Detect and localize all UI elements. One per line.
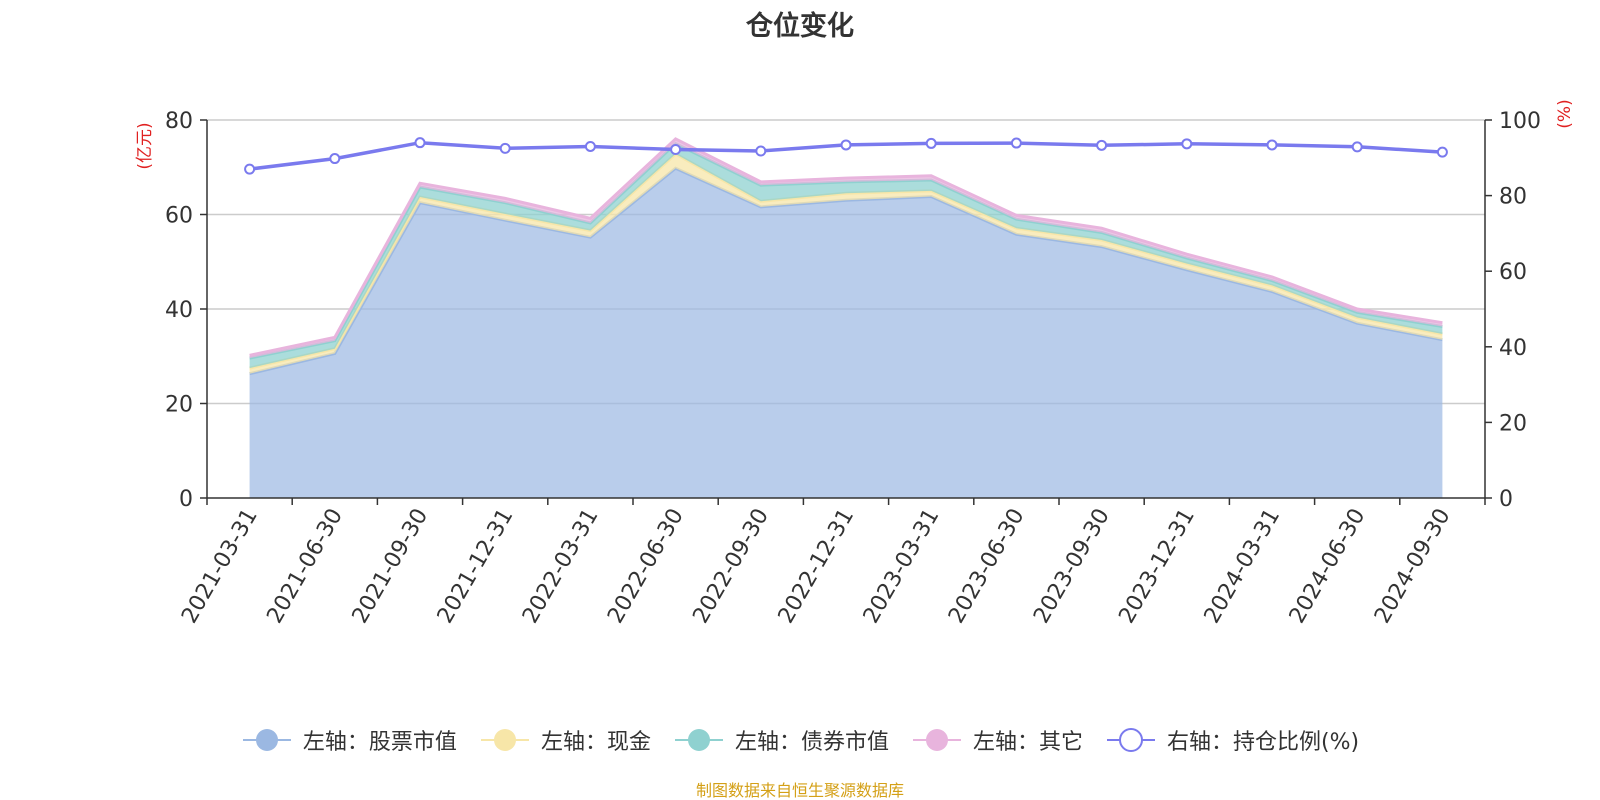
x-axis-tick-label: 2023-03-31 (859, 505, 945, 628)
right-axis-tick-label: 100 (1499, 109, 1541, 134)
ratio-point (755, 145, 767, 157)
ratio-point (499, 142, 511, 154)
ratio-point (1266, 139, 1278, 151)
ratio-point (1096, 139, 1108, 151)
x-axis-tick-label: 2022-06-30 (603, 505, 689, 628)
source-note: 制图数据来自恒生聚源数据库 (695, 781, 904, 800)
filled-circle-icon (480, 729, 529, 751)
area-line-other (249, 137, 1443, 357)
x-axis-tick-label: 2023-09-30 (1029, 505, 1115, 628)
legend-item[interactable]: 左轴：股票市值 (241, 724, 457, 756)
x-axis-tick-label: 2023-12-31 (1114, 505, 1200, 628)
hollow-circle-icon (1106, 728, 1155, 752)
legend-label: 左轴：其它 (972, 730, 1083, 755)
x-axis-tick-label: 2022-09-30 (688, 505, 774, 628)
ratio-point (584, 140, 596, 152)
legend-item[interactable]: 右轴：持仓比例(%) (1105, 724, 1359, 756)
ratio-point (670, 143, 682, 155)
left-axis-tick-label: 40 (165, 298, 193, 323)
right-axis-tick-label: 40 (1499, 336, 1527, 361)
filled-circle-icon (912, 729, 961, 751)
ratio-point (1181, 138, 1193, 150)
x-axis-tick-label: 2021-06-30 (262, 505, 348, 628)
legend-label: 左轴：现金 (540, 730, 651, 755)
right-axis-tick-label: 80 (1499, 185, 1527, 210)
left-axis-unit: (亿元) (135, 122, 155, 169)
legend-label: 右轴：持仓比例(%) (1166, 730, 1360, 755)
legend-item[interactable]: 左轴：现金 (479, 724, 651, 756)
x-axis-tick-label: 2024-09-30 (1370, 505, 1456, 628)
left-axis-tick-label: 60 (165, 204, 193, 229)
left-axis-tick-label: 20 (165, 393, 193, 418)
x-axis-tick-label: 2021-03-31 (177, 505, 263, 628)
right-axis-tick-label: 0 (1499, 487, 1513, 512)
area-bond (249, 143, 1443, 369)
x-axis-tick-label: 2023-06-30 (944, 505, 1030, 628)
ratio-point (244, 163, 256, 175)
area-stock (249, 168, 1443, 498)
left-axis-tick-label: 0 (179, 487, 193, 512)
filled-circle-icon (242, 729, 291, 751)
x-axis-tick-label: 2024-06-30 (1285, 505, 1371, 628)
x-axis-tick-label: 2024-03-31 (1200, 505, 1286, 628)
ratio-point (1436, 146, 1448, 158)
x-axis-tick-label: 2021-12-31 (433, 505, 519, 628)
ratio-point (1010, 137, 1022, 149)
chart-title: 仓位变化 (746, 11, 854, 42)
legend-item[interactable]: 左轴：债券市值 (673, 724, 889, 756)
right-axis-tick-label: 20 (1499, 411, 1527, 436)
left-axis-tick-label: 80 (165, 109, 193, 134)
legend: 左轴：股票市值 左轴：现金 左轴：债券市值 左轴：其它 右轴：持仓比例(%) (0, 720, 1600, 760)
legend-item[interactable]: 左轴：其它 (911, 724, 1083, 756)
ratio-point (925, 137, 937, 149)
legend-label: 左轴：股票市值 (302, 730, 457, 755)
x-axis-tick-label: 2022-03-31 (518, 505, 604, 628)
ratio-point (329, 153, 341, 165)
ratio-point (1351, 141, 1363, 153)
filled-circle-icon (674, 729, 723, 751)
legend-label: 左轴：债券市值 (734, 730, 889, 755)
ratio-point (840, 139, 852, 151)
right-axis-unit: (%) (1555, 99, 1575, 128)
ratio-point (414, 137, 426, 149)
x-axis-tick-label: 2021-09-30 (348, 505, 434, 628)
right-axis-tick-label: 60 (1499, 260, 1527, 285)
x-axis-tick-label: 2022-12-31 (774, 505, 860, 628)
area-cash (249, 154, 1443, 374)
